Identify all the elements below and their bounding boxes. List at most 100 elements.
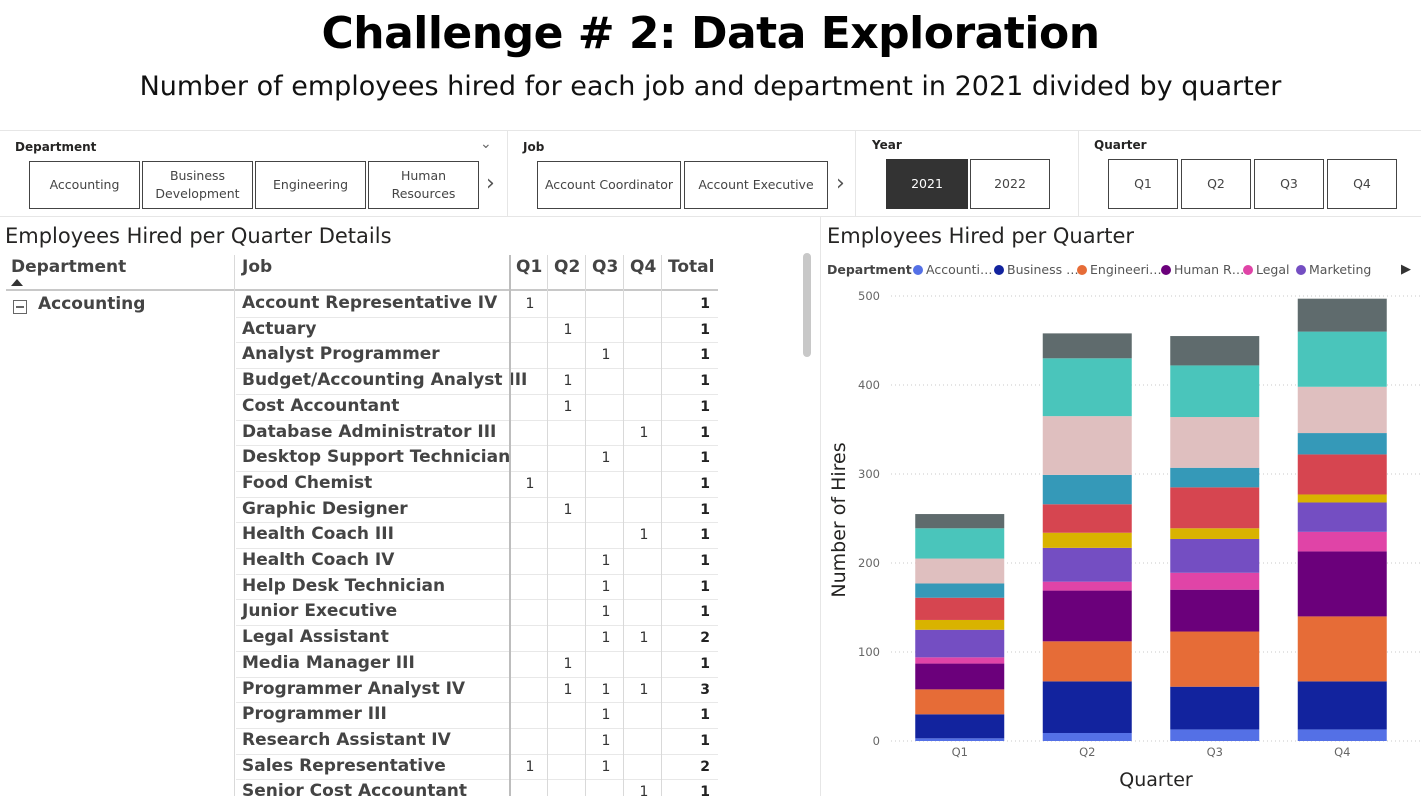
total-cell: 3 bbox=[700, 681, 710, 698]
table-row[interactable]: Actuary 1 1 bbox=[6, 317, 718, 343]
chevron-right-icon[interactable]: › bbox=[486, 171, 495, 196]
table-row[interactable]: Graphic Designer 1 1 bbox=[6, 497, 718, 523]
table-row[interactable]: Food Chemist 1 1 bbox=[6, 471, 718, 497]
column-header-q3[interactable]: Q3 bbox=[592, 257, 619, 277]
table-row[interactable]: Database Administrator III 1 1 bbox=[6, 420, 718, 446]
q4-cell: 1 bbox=[639, 527, 649, 544]
bar-segment bbox=[1042, 333, 1132, 359]
slicer-tile-accounting[interactable]: Accounting bbox=[29, 161, 140, 209]
bar-segment bbox=[1042, 590, 1132, 642]
collapse-icon[interactable] bbox=[13, 300, 27, 314]
job-cell: Database Administrator III bbox=[242, 421, 497, 442]
q2-cell: 1 bbox=[563, 681, 573, 698]
job-cell: Analyst Programmer bbox=[242, 344, 440, 365]
matrix-header: Department Job Q1 Q2 Q3 Q4 Total bbox=[6, 255, 718, 291]
q4-cell: 1 bbox=[639, 784, 649, 796]
q3-cell: 1 bbox=[601, 758, 611, 775]
job-slicer-label: Job bbox=[523, 140, 545, 154]
bar-segment bbox=[1170, 528, 1260, 539]
slicer-tile-q2[interactable]: Q2 bbox=[1181, 159, 1251, 209]
total-cell: 1 bbox=[700, 398, 710, 415]
row-divider bbox=[236, 650, 718, 652]
bar-segment bbox=[1297, 386, 1387, 434]
chevron-right-icon[interactable]: › bbox=[836, 171, 845, 196]
q2-cell: 1 bbox=[563, 398, 573, 415]
bar-segment bbox=[1042, 547, 1132, 582]
table-row[interactable]: Cost Accountant 1 1 bbox=[6, 394, 718, 420]
bar-segment bbox=[915, 597, 1005, 620]
job-cell: Health Coach IV bbox=[242, 550, 395, 570]
row-divider bbox=[236, 342, 718, 344]
total-cell: 2 bbox=[700, 630, 710, 647]
table-row[interactable]: Sales Representative 1 1 2 bbox=[6, 754, 718, 780]
bar-segment bbox=[1042, 416, 1132, 475]
legend-dot-icon bbox=[913, 265, 923, 275]
year-slicer-label: Year bbox=[872, 138, 902, 152]
table-row[interactable]: Research Assistant IV 1 1 bbox=[6, 728, 718, 754]
column-header-q2[interactable]: Q2 bbox=[554, 257, 581, 277]
column-header-q4[interactable]: Q4 bbox=[630, 257, 657, 277]
bar-segment bbox=[1042, 532, 1132, 548]
total-cell: 1 bbox=[700, 501, 710, 518]
row-divider bbox=[236, 419, 718, 421]
table-row[interactable]: Budget/Accounting Analyst III 1 1 bbox=[6, 368, 718, 394]
slicer-tile-engineering[interactable]: Engineering bbox=[255, 161, 366, 209]
slicer-tile-q3[interactable]: Q3 bbox=[1254, 159, 1324, 209]
column-header-department[interactable]: Department bbox=[11, 257, 127, 277]
table-row[interactable]: Analyst Programmer 1 1 bbox=[6, 342, 718, 368]
bar-segment bbox=[1297, 681, 1387, 730]
panel-divider bbox=[820, 216, 821, 796]
slicer-tile-human-resources[interactable]: Human Resources bbox=[368, 161, 479, 209]
slicer-tile-2021[interactable]: 2021 bbox=[886, 159, 968, 209]
table-row[interactable]: Programmer Analyst IV 1 1 1 3 bbox=[6, 677, 718, 703]
column-header-job[interactable]: Job bbox=[242, 257, 273, 277]
legend-dot-icon bbox=[1077, 265, 1087, 275]
column-header-q1[interactable]: Q1 bbox=[516, 257, 543, 277]
job-cell: Programmer III bbox=[242, 704, 387, 725]
table-row[interactable]: Help Desk Technician 1 1 bbox=[6, 574, 718, 600]
table-row[interactable]: Health Coach III 1 1 bbox=[6, 522, 718, 548]
q3-cell: 1 bbox=[601, 578, 611, 595]
q3-cell: 1 bbox=[601, 630, 611, 647]
table-row[interactable]: Junior Executive 1 1 bbox=[6, 599, 718, 625]
total-cell: 1 bbox=[700, 296, 710, 312]
table-row[interactable]: Programmer III 1 1 bbox=[6, 702, 718, 728]
slicer-tile-business-development[interactable]: Business Development bbox=[142, 161, 253, 209]
matrix-scrollbar[interactable] bbox=[803, 253, 811, 357]
table-row[interactable]: Legal Assistant 1 1 2 bbox=[6, 625, 718, 651]
y-axis-label: Number of Hires bbox=[828, 442, 850, 597]
q3-cell: 1 bbox=[601, 732, 611, 749]
table-row[interactable]: Senior Cost Accountant 1 1 bbox=[6, 779, 718, 796]
y-tick-label: 300 bbox=[858, 467, 880, 481]
slicer-tile-q1[interactable]: Q1 bbox=[1108, 159, 1178, 209]
row-divider bbox=[236, 779, 718, 781]
table-row[interactable]: Health Coach IV 1 1 bbox=[6, 548, 718, 574]
bar-segment bbox=[1297, 433, 1387, 455]
table-row[interactable]: Desktop Support Technician 1 1 bbox=[6, 445, 718, 471]
bar-segment bbox=[1297, 531, 1387, 552]
legend-next-icon[interactable]: ▶ bbox=[1401, 262, 1411, 277]
slicer-tile-account-coordinator[interactable]: Account Coordinator bbox=[537, 161, 681, 209]
bar-segment bbox=[1042, 641, 1132, 682]
details-matrix[interactable]: Department Job Q1 Q2 Q3 Q4 Total Account… bbox=[6, 255, 718, 796]
row-divider bbox=[236, 393, 718, 395]
bar-segment bbox=[1297, 298, 1387, 332]
bar-segment bbox=[1170, 729, 1260, 741]
chart-title: Employees Hired per Quarter bbox=[827, 224, 1135, 248]
column-divider bbox=[547, 255, 548, 796]
slicer-tile-q4[interactable]: Q4 bbox=[1327, 159, 1397, 209]
slicer-tile-account-executive[interactable]: Account Executive bbox=[684, 161, 828, 209]
q3-cell: 1 bbox=[601, 347, 611, 364]
sort-ascending-icon[interactable] bbox=[11, 279, 23, 286]
table-row[interactable]: Account Representative IV 1 1 bbox=[6, 291, 718, 317]
slicer-tile-2022[interactable]: 2022 bbox=[970, 159, 1050, 209]
column-header-total[interactable]: Total bbox=[668, 257, 715, 277]
bar-segment bbox=[1297, 616, 1387, 682]
legend-dot-icon bbox=[1161, 265, 1171, 275]
table-row[interactable]: Media Manager III 1 1 bbox=[6, 651, 718, 677]
bar-segment bbox=[1042, 358, 1132, 417]
bar-segment bbox=[1297, 454, 1387, 495]
chevron-down-icon[interactable]: ⌄ bbox=[480, 136, 492, 152]
bar-segment bbox=[1170, 467, 1260, 488]
page-title: Challenge # 2: Data Exploration bbox=[321, 8, 1100, 59]
